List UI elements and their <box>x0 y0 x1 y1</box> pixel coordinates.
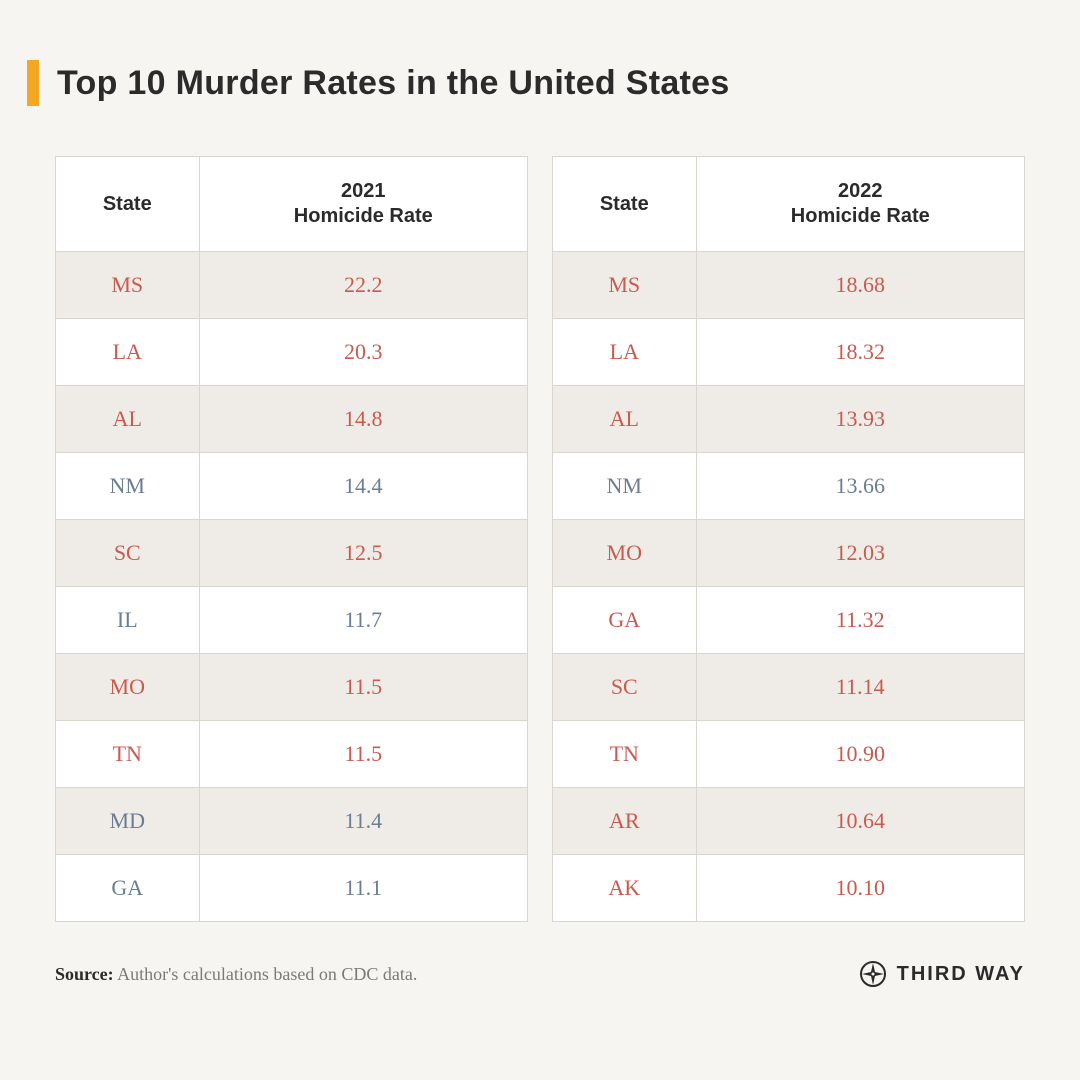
table-row: NM13.66 <box>553 453 1025 520</box>
table-row: GA11.32 <box>553 587 1025 654</box>
table-row: AR10.64 <box>553 788 1025 855</box>
table-row: MO12.03 <box>553 520 1025 587</box>
state-cell: AK <box>553 855 697 922</box>
rate-cell: 14.4 <box>199 453 527 520</box>
table-row: LA20.3 <box>56 319 528 386</box>
state-cell: GA <box>56 855 200 922</box>
state-cell: TN <box>553 721 697 788</box>
rate-cell: 11.14 <box>696 654 1024 721</box>
table-row: MO11.5 <box>56 654 528 721</box>
source-text: Author's calculations based on CDC data. <box>114 964 418 984</box>
table-1: State2021Homicide RateMS22.2LA20.3AL14.8… <box>55 156 528 922</box>
col-header: 2022Homicide Rate <box>696 157 1024 252</box>
rate-cell: 10.10 <box>696 855 1024 922</box>
state-cell: AL <box>56 386 200 453</box>
table-row: MD11.4 <box>56 788 528 855</box>
rate-cell: 11.5 <box>199 721 527 788</box>
state-cell: AR <box>553 788 697 855</box>
title-row: Top 10 Murder Rates in the United States <box>55 60 1025 106</box>
rate-cell: 18.32 <box>696 319 1024 386</box>
rate-cell: 13.66 <box>696 453 1024 520</box>
table-row: AL13.93 <box>553 386 1025 453</box>
source-label: Source: <box>55 964 114 984</box>
col-header: State <box>56 157 200 252</box>
rate-cell: 14.8 <box>199 386 527 453</box>
table-row: SC12.5 <box>56 520 528 587</box>
table-row: GA11.1 <box>56 855 528 922</box>
table-row: TN10.90 <box>553 721 1025 788</box>
table-row: LA18.32 <box>553 319 1025 386</box>
rate-cell: 11.1 <box>199 855 527 922</box>
compass-icon <box>859 960 887 988</box>
table-row: MS18.68 <box>553 252 1025 319</box>
state-cell: MO <box>553 520 697 587</box>
table-row: IL11.7 <box>56 587 528 654</box>
table-2: State2022Homicide RateMS18.68LA18.32AL13… <box>552 156 1025 922</box>
brand-logo: THIRD WAY <box>859 960 1025 988</box>
rate-cell: 10.90 <box>696 721 1024 788</box>
table-row: MS22.2 <box>56 252 528 319</box>
rate-cell: 10.64 <box>696 788 1024 855</box>
tables-container: State2021Homicide RateMS22.2LA20.3AL14.8… <box>55 156 1025 922</box>
state-cell: MD <box>56 788 200 855</box>
brand-text: THIRD WAY <box>897 963 1025 986</box>
rate-cell: 12.5 <box>199 520 527 587</box>
col-header: State <box>553 157 697 252</box>
page-title: Top 10 Murder Rates in the United States <box>57 64 730 103</box>
state-cell: SC <box>56 520 200 587</box>
state-cell: NM <box>553 453 697 520</box>
footer: Source: Author's calculations based on C… <box>55 960 1025 988</box>
rate-cell: 11.4 <box>199 788 527 855</box>
table-row: NM14.4 <box>56 453 528 520</box>
table-row: TN11.5 <box>56 721 528 788</box>
rate-cell: 12.03 <box>696 520 1024 587</box>
state-cell: MS <box>56 252 200 319</box>
rate-cell: 13.93 <box>696 386 1024 453</box>
rate-cell: 22.2 <box>199 252 527 319</box>
state-cell: AL <box>553 386 697 453</box>
rate-cell: 11.7 <box>199 587 527 654</box>
source-line: Source: Author's calculations based on C… <box>55 964 417 985</box>
state-cell: LA <box>56 319 200 386</box>
rate-cell: 11.5 <box>199 654 527 721</box>
table-row: SC11.14 <box>553 654 1025 721</box>
state-cell: IL <box>56 587 200 654</box>
state-cell: SC <box>553 654 697 721</box>
rate-cell: 20.3 <box>199 319 527 386</box>
rate-cell: 18.68 <box>696 252 1024 319</box>
state-cell: LA <box>553 319 697 386</box>
rate-cell: 11.32 <box>696 587 1024 654</box>
state-cell: TN <box>56 721 200 788</box>
col-header: 2021Homicide Rate <box>199 157 527 252</box>
state-cell: GA <box>553 587 697 654</box>
state-cell: MS <box>553 252 697 319</box>
table-row: AK10.10 <box>553 855 1025 922</box>
accent-bar <box>27 60 39 106</box>
state-cell: MO <box>56 654 200 721</box>
state-cell: NM <box>56 453 200 520</box>
table-row: AL14.8 <box>56 386 528 453</box>
